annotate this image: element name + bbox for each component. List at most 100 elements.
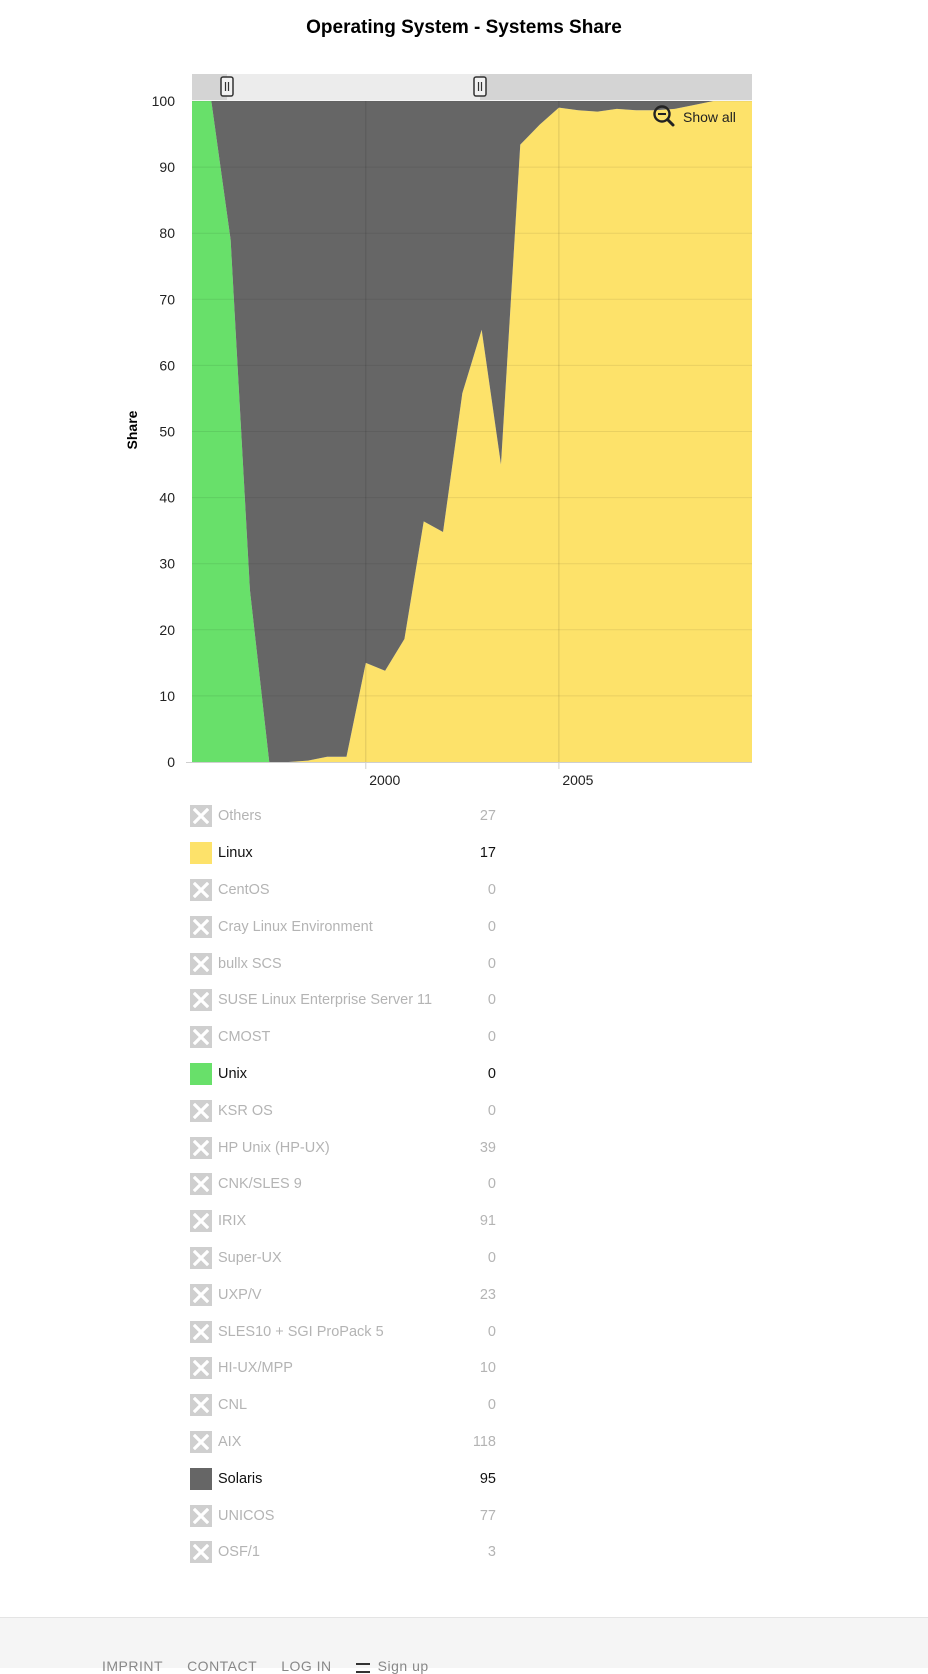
- legend-item[interactable]: SUSE Linux Enterprise Server 11 0: [190, 982, 510, 1019]
- legend-item[interactable]: CMOST 0: [190, 1019, 510, 1056]
- legend-disabled-x-icon: [190, 1320, 212, 1343]
- legend-item[interactable]: Cray Linux Environment 0: [190, 908, 510, 945]
- legend-item[interactable]: Super-UX 0: [190, 1240, 510, 1277]
- legend-item[interactable]: HI-UX/MPP 10: [190, 1350, 510, 1387]
- range-handle-right[interactable]: [473, 76, 487, 97]
- legend-item-label: Cray Linux Environment: [218, 918, 373, 935]
- legend-item-value: 77: [479, 1507, 496, 1524]
- legend-item-value: 0: [487, 992, 496, 1009]
- legend-item-label: CMOST: [218, 1029, 271, 1046]
- legend-item-label: UNICOS: [218, 1507, 275, 1524]
- legend-item-value: 0: [487, 1397, 496, 1414]
- zoom-out-icon: [653, 105, 675, 127]
- signup-icon: [355, 1663, 370, 1673]
- legend-item-label: Unix: [218, 1065, 248, 1082]
- y-tick-label-100: 100: [152, 93, 176, 109]
- legend-item-value: 17: [479, 845, 496, 862]
- legend-item-label: Solaris: [218, 1470, 263, 1487]
- show-all-button[interactable]: Show all: [653, 105, 736, 127]
- legend-disabled-x-icon: [190, 1026, 212, 1049]
- x-axis: 2000 2005: [186, 762, 752, 788]
- legend-item-value: 118: [472, 1433, 496, 1450]
- legend-item[interactable]: IRIX 91: [190, 1203, 510, 1240]
- legend-item-label: AIX: [218, 1433, 242, 1450]
- y-tick-label-80: 80: [159, 225, 175, 241]
- footer: IMPRINT CONTACT LOG IN Sign up: [0, 1617, 928, 1674]
- legend-disabled-x-icon: [190, 915, 212, 938]
- legend-item-label: SLES10 + SGI ProPack 5: [218, 1323, 384, 1340]
- y-tick-label-20: 20: [159, 622, 175, 638]
- legend-disabled-x-icon: [190, 1173, 212, 1196]
- legend-item-value: 23: [479, 1286, 496, 1303]
- legend-item-label: SUSE Linux Enterprise Server 11: [218, 992, 433, 1009]
- legend-item-label: OSF/1: [218, 1544, 260, 1561]
- legend-item-value: 0: [487, 1249, 496, 1266]
- signup-label: Sign up: [377, 1658, 429, 1674]
- legend-disabled-x-icon: [190, 878, 212, 901]
- legend-item[interactable]: UXP/V 23: [190, 1276, 510, 1313]
- legend-item[interactable]: Solaris 95: [190, 1460, 510, 1497]
- legend-item-value: 0: [487, 918, 496, 935]
- y-tick-label-90: 90: [159, 159, 175, 175]
- legend-item-value: 10: [479, 1360, 496, 1377]
- legend-item[interactable]: CNL 0: [190, 1387, 510, 1424]
- legend-item[interactable]: HP Unix (HP-UX) 39: [190, 1129, 510, 1166]
- legend-item-value: 0: [487, 1102, 496, 1119]
- footer-link-login[interactable]: LOG IN: [281, 1658, 332, 1674]
- legend-item[interactable]: CNK/SLES 9 0: [190, 1166, 510, 1203]
- legend-disabled-x-icon: [190, 1099, 212, 1122]
- chart-title: Operating System - Systems Share: [306, 17, 622, 38]
- legend-item-label: KSR OS: [218, 1102, 273, 1119]
- y-tick-label-50: 50: [159, 424, 175, 440]
- footer-link-contact[interactable]: CONTACT: [187, 1658, 258, 1674]
- legend-item[interactable]: SLES10 + SGI ProPack 5 0: [190, 1313, 510, 1350]
- legend-item-label: CNL: [218, 1397, 248, 1414]
- y-tick-label-70: 70: [159, 291, 175, 307]
- footer-link-imprint[interactable]: IMPRINT: [102, 1658, 164, 1674]
- legend-item-value: 3: [487, 1544, 496, 1561]
- legend-swatch: [190, 1062, 212, 1085]
- legend-disabled-x-icon: [190, 1430, 212, 1453]
- footer-links: IMPRINT CONTACT LOG IN Sign up: [102, 1658, 429, 1674]
- legend-item[interactable]: UNICOS 77: [190, 1497, 510, 1534]
- y-tick-label-40: 40: [159, 490, 175, 506]
- signup-link[interactable]: Sign up: [355, 1658, 429, 1674]
- y-tick-label-60: 60: [159, 357, 175, 373]
- legend-item[interactable]: bullx SCS 0: [190, 945, 510, 982]
- legend-item[interactable]: Unix 0: [190, 1056, 510, 1093]
- legend-item[interactable]: Linux 17: [190, 835, 510, 872]
- legend-disabled-x-icon: [190, 1541, 212, 1564]
- legend-disabled-x-icon: [190, 1357, 212, 1380]
- range-navigator-selected[interactable]: [227, 74, 480, 100]
- legend-item[interactable]: OSF/1 3: [190, 1534, 510, 1571]
- legend-item[interactable]: Others 27: [190, 798, 510, 835]
- x-tick-label-2005: 2005: [562, 772, 593, 788]
- legend-disabled-x-icon: [190, 1136, 212, 1159]
- legend-item-label: Linux: [218, 845, 253, 862]
- legend-swatch: [190, 842, 212, 865]
- legend-item[interactable]: AIX 118: [190, 1424, 510, 1461]
- legend-item-value: 0: [487, 881, 496, 898]
- y-axis-title: Share: [124, 410, 140, 449]
- legend-item[interactable]: KSR OS 0: [190, 1092, 510, 1129]
- x-tick-label-2000: 2000: [369, 772, 400, 788]
- legend-item[interactable]: CentOS 0: [190, 872, 510, 909]
- chart-area: 0 10 20 30 40 50 60 70 80 90 100 2000 2005 Share Sh…: [124, 74, 752, 788]
- legend-disabled-x-icon: [190, 1283, 212, 1306]
- legend-item-label: HP Unix (HP-UX): [218, 1139, 330, 1156]
- legend-disabled-x-icon: [190, 1394, 212, 1417]
- legend-item-label: Others: [218, 808, 262, 825]
- area-series-unix: [192, 101, 752, 762]
- legend-item-label: CentOS: [218, 881, 270, 898]
- legend-disabled-x-icon: [190, 805, 212, 828]
- range-handle-left[interactable]: [220, 76, 234, 97]
- legend-disabled-x-icon: [190, 989, 212, 1012]
- legend-item-value: 27: [479, 808, 496, 825]
- legend-item-value: 39: [479, 1139, 496, 1156]
- legend-item-label: UXP/V: [218, 1286, 262, 1303]
- legend-item-value: 0: [487, 955, 496, 972]
- legend-disabled-x-icon: [190, 1246, 212, 1269]
- legend-item-value: 0: [487, 1323, 496, 1340]
- area-series-linux: [192, 101, 752, 762]
- y-tick-label-30: 30: [159, 556, 175, 572]
